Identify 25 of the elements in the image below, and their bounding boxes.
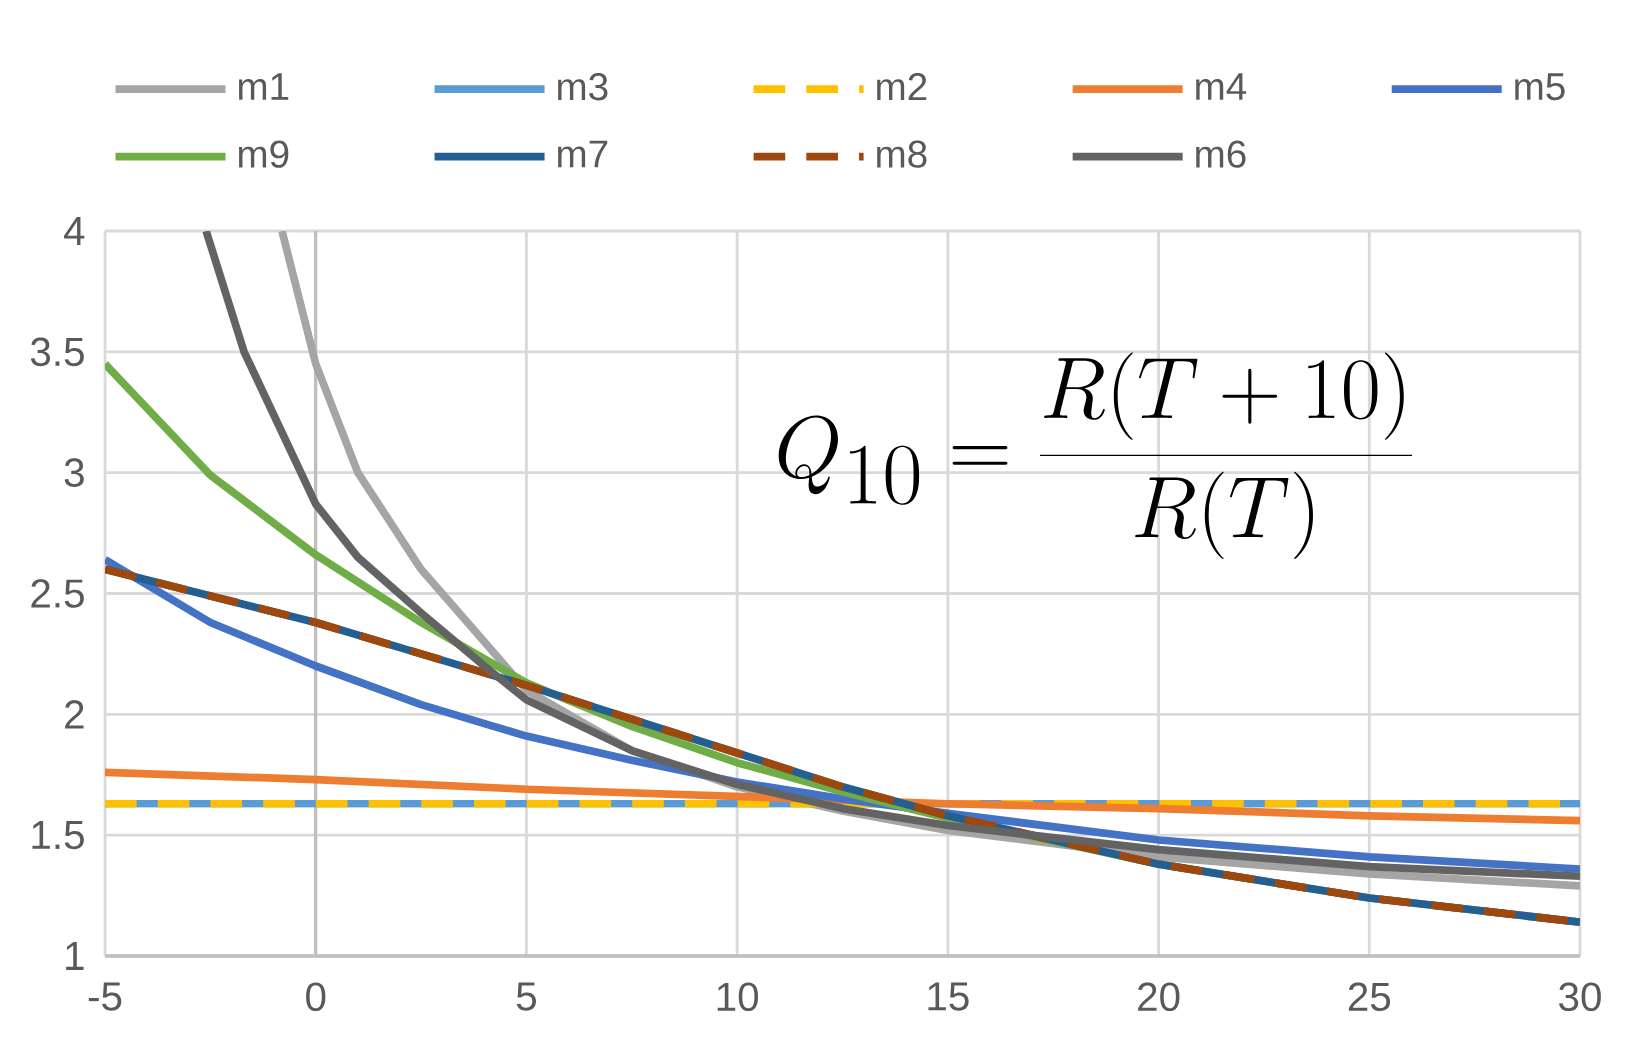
- x-tick-label: 20: [1138, 982, 1180, 1012]
- y-tick-label: 1.5: [32, 821, 84, 850]
- legend-label: m7: [558, 140, 608, 168]
- x-tick-label: -5: [88, 982, 122, 1011]
- legend-label: m9: [239, 140, 289, 168]
- legend-label: m4: [1196, 73, 1247, 100]
- x-tick-label: 15: [928, 982, 969, 1011]
- x-tick-label: 5: [516, 982, 536, 1011]
- legend-label: m8: [877, 140, 927, 168]
- y-tick-label: 3: [64, 458, 84, 487]
- y-tick-label: 3.5: [30, 337, 84, 367]
- y-tick-label: 2: [65, 700, 84, 729]
- legend-label: m5: [1515, 73, 1565, 101]
- y-tick-label: 4: [64, 217, 85, 245]
- legend-label: m6: [1196, 140, 1246, 168]
- legend-label: m1: [239, 73, 289, 100]
- annotation: $Q_{10} = \frac{R(T+10)}{R(T)}$: [778, 352, 1412, 559]
- legend-label: m3: [558, 73, 608, 101]
- y-tick-label: 1: [66, 942, 84, 970]
- x-tick-label: 30: [1559, 982, 1601, 1012]
- y-tick-label: 2.5: [31, 579, 84, 608]
- legend-label: m2: [877, 73, 927, 101]
- x-tick-label: 0: [306, 982, 326, 1012]
- x-tick-label: 25: [1348, 982, 1391, 1012]
- x-tick-label: 10: [717, 982, 759, 1012]
